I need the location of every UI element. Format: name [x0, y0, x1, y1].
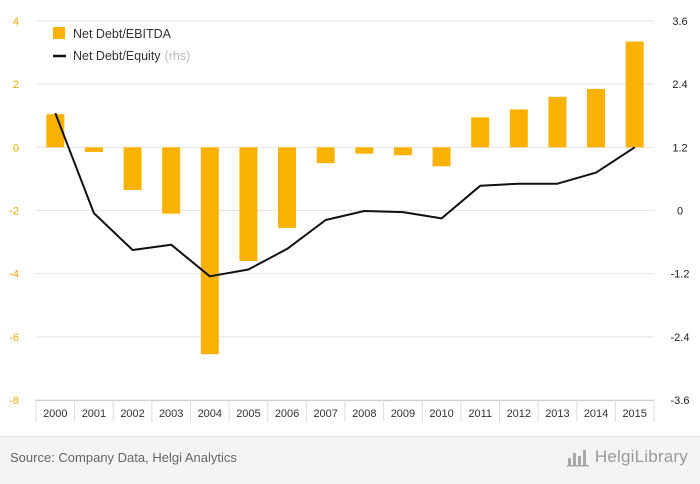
y-right-tick-label: 0	[677, 206, 683, 218]
x-tick-label: 2003	[159, 408, 183, 420]
bar	[200, 147, 219, 355]
x-tick-label: 2014	[584, 408, 608, 420]
x-tick-label: 2004	[198, 408, 222, 420]
y-right-tick-label: 3.6	[672, 16, 687, 28]
bar	[625, 41, 644, 148]
bar-chart-logo-icon	[566, 450, 589, 467]
bar	[393, 147, 412, 156]
legend-label-line: Net Debt/Equity (rhs)	[73, 49, 190, 63]
x-tick-label: 2006	[275, 408, 299, 420]
x-tick-label: 2002	[120, 408, 144, 420]
x-tick-label: 2000	[43, 408, 67, 420]
y-right-tick-label: 2.4	[672, 79, 687, 91]
axis-layer: -8 -6 -4 -2 0 2 4 -3.6 -2.4 -1.2 0 1.2 2.4 3.6 2000 200…	[9, 16, 689, 422]
y-left-tick-label: -2	[9, 206, 19, 218]
y-left-tick-label: -4	[9, 269, 19, 281]
legend-label-bar: Net Debt/EBITDA	[73, 27, 172, 41]
x-tick-label: 2009	[391, 408, 415, 420]
bar	[587, 88, 606, 148]
x-tick-label: 2005	[236, 408, 260, 420]
bar	[278, 147, 297, 228]
y-left-tick-label: -6	[9, 332, 19, 344]
y-right-tick-label: -2.4	[671, 332, 690, 344]
series-line-net-debt-equity	[54, 112, 636, 278]
bar	[123, 147, 142, 190]
x-tick-label: 2010	[429, 408, 453, 420]
y-right-tick-label: 1.2	[672, 142, 687, 154]
legend-label-line-suffix: (rhs)	[165, 49, 191, 63]
y-right-tick-label: -3.6	[671, 395, 690, 407]
bar	[316, 147, 335, 164]
y-right-tick-label: -1.2	[671, 269, 690, 281]
x-tick-label: 2012	[507, 408, 531, 420]
brand-logo: HelgiLibrary	[566, 447, 688, 467]
bar	[84, 147, 103, 153]
x-tick-label: 2013	[545, 408, 569, 420]
y-left-tick-label: 0	[13, 142, 19, 154]
chart-svg: -8 -6 -4 -2 0 2 4 -3.6 -2.4 -1.2 0 1.2 2.4 3.6 2000 200…	[9, 16, 689, 422]
x-tick-label: 2015	[622, 408, 646, 420]
y-left-tick-label: -8	[9, 395, 19, 407]
legend-label-line-text: Net Debt/Equity	[73, 49, 161, 63]
source-note: Source: Company Data, Helgi Analytics	[10, 450, 237, 465]
x-tick-label: 2007	[313, 408, 337, 420]
line-layer	[54, 112, 636, 278]
bar	[239, 147, 258, 262]
bar	[471, 117, 490, 148]
x-tick-label: 2008	[352, 408, 376, 420]
legend: Net Debt/EBITDA Net Debt/Equity (rhs)	[53, 27, 190, 63]
brand-name: HelgiLibrary	[594, 447, 688, 466]
bar	[432, 147, 451, 167]
y-left-tick-label: 2	[13, 79, 19, 91]
bar	[509, 109, 528, 148]
bar	[355, 147, 374, 154]
grid-layer	[36, 20, 654, 401]
bars-layer	[46, 41, 644, 355]
bar	[548, 96, 567, 148]
bar	[162, 147, 181, 214]
x-tick-label: 2001	[82, 408, 106, 420]
y-left-tick-label: 4	[13, 16, 19, 28]
x-tick-label: 2011	[468, 408, 492, 420]
legend-swatch-bar	[53, 27, 65, 39]
